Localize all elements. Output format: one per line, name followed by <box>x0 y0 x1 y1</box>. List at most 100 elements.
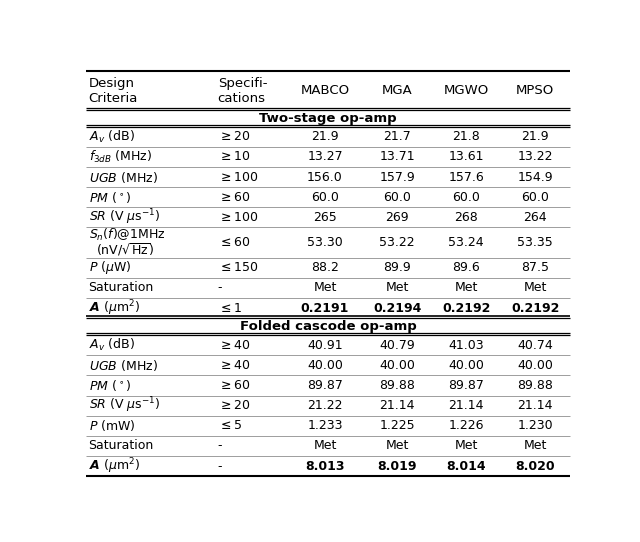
Text: Folded cascode op-amp: Folded cascode op-amp <box>239 320 417 333</box>
Text: 268: 268 <box>454 211 478 224</box>
Text: 21.22: 21.22 <box>307 399 343 412</box>
Text: $PM$ ($^\circ$): $PM$ ($^\circ$) <box>88 378 131 393</box>
Text: $\geq$40: $\geq$40 <box>218 339 250 352</box>
Text: 8.013: 8.013 <box>305 460 345 473</box>
Text: 89.9: 89.9 <box>383 261 411 274</box>
Text: 13.61: 13.61 <box>449 151 484 163</box>
Text: Met: Met <box>385 281 409 294</box>
Text: 40.00: 40.00 <box>448 359 484 372</box>
Text: $P$ ($\mu$W): $P$ ($\mu$W) <box>88 259 131 276</box>
Text: 40.00: 40.00 <box>379 359 415 372</box>
Text: 53.22: 53.22 <box>380 236 415 249</box>
Text: 0.2194: 0.2194 <box>373 302 421 315</box>
Text: 40.91: 40.91 <box>307 339 343 352</box>
Text: Met: Met <box>454 440 478 453</box>
Text: 53.35: 53.35 <box>517 236 553 249</box>
Text: 1.233: 1.233 <box>307 420 343 433</box>
Text: Met: Met <box>314 440 337 453</box>
Text: $\geq$20: $\geq$20 <box>218 130 250 143</box>
Text: 21.8: 21.8 <box>452 130 480 143</box>
Text: $PM$ ($^\circ$): $PM$ ($^\circ$) <box>88 190 131 205</box>
Text: Two-stage op-amp: Two-stage op-amp <box>259 112 397 125</box>
Text: 13.27: 13.27 <box>307 151 343 163</box>
Text: 53.24: 53.24 <box>449 236 484 249</box>
Text: $A_v$ (dB): $A_v$ (dB) <box>88 128 134 145</box>
Text: MGWO: MGWO <box>444 84 489 97</box>
Text: 60.0: 60.0 <box>311 191 339 204</box>
Text: 264: 264 <box>524 211 547 224</box>
Text: 1.226: 1.226 <box>449 420 484 433</box>
Text: 265: 265 <box>313 211 337 224</box>
Text: $SR$ (V $\mu$s$^{-1}$): $SR$ (V $\mu$s$^{-1}$) <box>88 396 160 415</box>
Text: 21.9: 21.9 <box>311 130 339 143</box>
Text: 13.22: 13.22 <box>518 151 553 163</box>
Text: $\leq$60: $\leq$60 <box>218 236 250 249</box>
Text: Met: Met <box>524 440 547 453</box>
Text: 88.2: 88.2 <box>311 261 339 274</box>
Text: 8.014: 8.014 <box>446 460 486 473</box>
Text: 60.0: 60.0 <box>452 191 480 204</box>
Text: 1.230: 1.230 <box>518 420 553 433</box>
Text: 21.14: 21.14 <box>449 399 484 412</box>
Text: $\geq$100: $\geq$100 <box>218 211 258 224</box>
Text: $\boldsymbol{A}$ ($\mu$m$^2$): $\boldsymbol{A}$ ($\mu$m$^2$) <box>88 298 140 318</box>
Text: $S_n(f)$@1MHz: $S_n(f)$@1MHz <box>88 227 165 243</box>
Text: $\geq$40: $\geq$40 <box>218 359 250 372</box>
Text: 0.2191: 0.2191 <box>301 302 349 315</box>
Text: $f_{3dB}$ (MHz): $f_{3dB}$ (MHz) <box>88 149 152 165</box>
Text: 21.14: 21.14 <box>518 399 553 412</box>
Text: (nV/$\sqrt{\mathrm{Hz}}$): (nV/$\sqrt{\mathrm{Hz}}$) <box>95 241 154 257</box>
Text: Saturation: Saturation <box>88 281 154 294</box>
Text: 13.71: 13.71 <box>380 151 415 163</box>
Text: MABCO: MABCO <box>300 84 349 97</box>
Text: $UGB$ (MHz): $UGB$ (MHz) <box>88 358 157 373</box>
Text: 8.019: 8.019 <box>378 460 417 473</box>
Text: -: - <box>218 440 222 453</box>
Text: 41.03: 41.03 <box>449 339 484 352</box>
Text: -: - <box>218 460 222 473</box>
Text: 89.6: 89.6 <box>452 261 480 274</box>
Text: 40.74: 40.74 <box>517 339 553 352</box>
Text: MPSO: MPSO <box>516 84 554 97</box>
Text: Met: Met <box>385 440 409 453</box>
Text: $SR$ (V $\mu$s$^{-1}$): $SR$ (V $\mu$s$^{-1}$) <box>88 208 160 227</box>
Text: 21.14: 21.14 <box>380 399 415 412</box>
Text: $\geq$60: $\geq$60 <box>218 191 250 204</box>
Text: 40.00: 40.00 <box>307 359 343 372</box>
Text: Met: Met <box>524 281 547 294</box>
Text: MGA: MGA <box>381 84 412 97</box>
Text: $\leq$5: $\leq$5 <box>218 420 242 433</box>
Text: $UGB$ (MHz): $UGB$ (MHz) <box>88 170 157 185</box>
Text: 8.020: 8.020 <box>515 460 555 473</box>
Text: 40.00: 40.00 <box>517 359 553 372</box>
Text: $\boldsymbol{A}$ ($\mu$m$^2$): $\boldsymbol{A}$ ($\mu$m$^2$) <box>88 456 140 476</box>
Text: 87.5: 87.5 <box>521 261 549 274</box>
Text: 89.87: 89.87 <box>307 379 343 392</box>
Text: 89.88: 89.88 <box>517 379 553 392</box>
Text: 21.9: 21.9 <box>522 130 549 143</box>
Text: 157.9: 157.9 <box>380 171 415 184</box>
Text: Specifi-
cations: Specifi- cations <box>218 76 267 105</box>
Text: 1.225: 1.225 <box>380 420 415 433</box>
Text: $\leq$1: $\leq$1 <box>218 302 242 315</box>
Text: 21.7: 21.7 <box>383 130 411 143</box>
Text: -: - <box>218 281 222 294</box>
Text: $P$ (mW): $P$ (mW) <box>88 418 135 433</box>
Text: 157.6: 157.6 <box>448 171 484 184</box>
Text: Met: Met <box>454 281 478 294</box>
Text: 269: 269 <box>385 211 409 224</box>
Text: 0.2192: 0.2192 <box>442 302 490 315</box>
Text: 53.30: 53.30 <box>307 236 343 249</box>
Text: 89.87: 89.87 <box>448 379 484 392</box>
Text: 60.0: 60.0 <box>383 191 411 204</box>
Text: Design
Criteria: Design Criteria <box>88 76 138 105</box>
Text: 154.9: 154.9 <box>518 171 553 184</box>
Text: Saturation: Saturation <box>88 440 154 453</box>
Text: Met: Met <box>314 281 337 294</box>
Text: 89.88: 89.88 <box>379 379 415 392</box>
Text: $\geq$100: $\geq$100 <box>218 171 258 184</box>
Text: $\geq$60: $\geq$60 <box>218 379 250 392</box>
Text: 60.0: 60.0 <box>522 191 549 204</box>
Text: 0.2192: 0.2192 <box>511 302 559 315</box>
Text: $A_v$ (dB): $A_v$ (dB) <box>88 337 134 353</box>
